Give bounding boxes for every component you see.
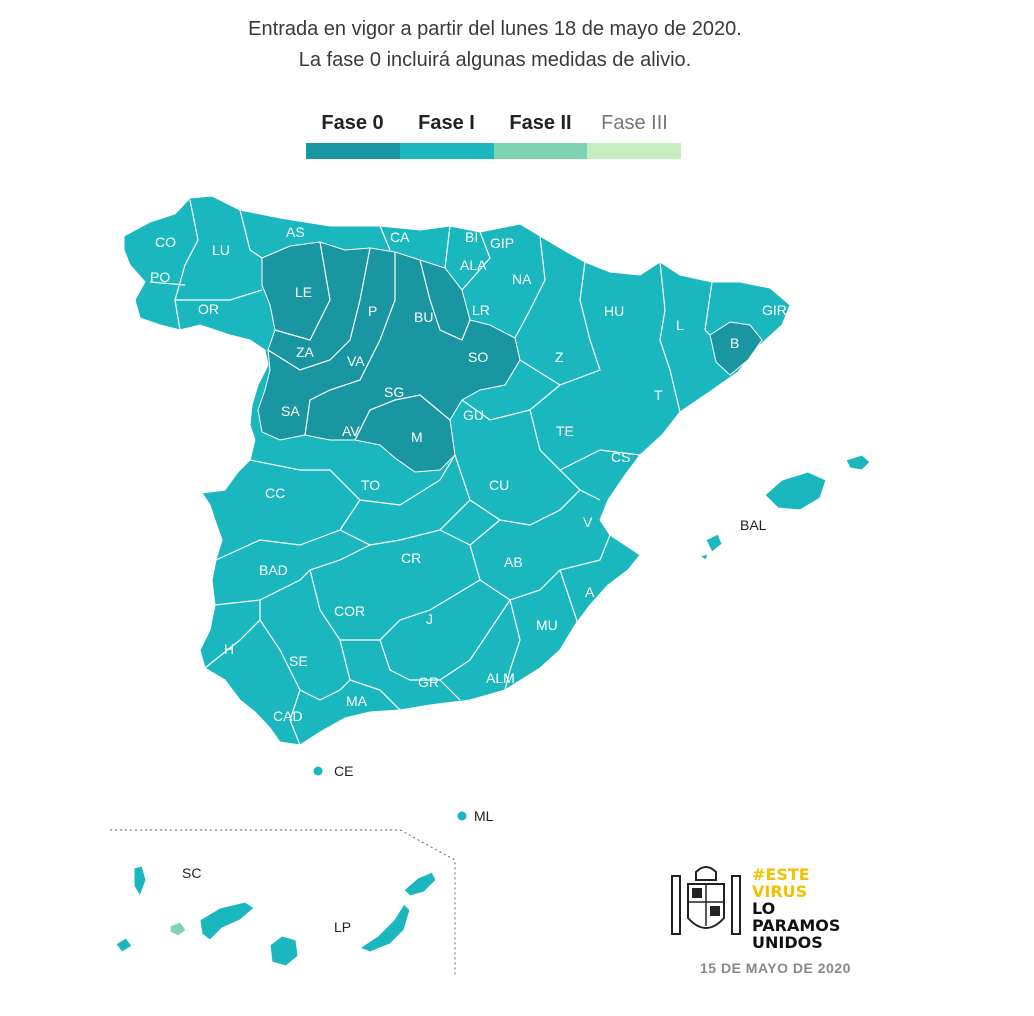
label-a: A	[585, 584, 595, 600]
label-z: Z	[555, 349, 564, 365]
phase-legend: Fase 0 Fase I Fase II Fase III	[306, 112, 681, 159]
label-hu: HU	[604, 303, 624, 319]
label-sg: SG	[384, 384, 404, 400]
legend-swatch-fase-0	[306, 143, 400, 159]
legend-label-fase-2: Fase II	[509, 112, 572, 134]
label-ce: CE	[334, 763, 353, 779]
label-so: SO	[468, 349, 488, 365]
label-bad: BAD	[259, 562, 288, 578]
island-gran-canaria	[269, 935, 299, 967]
slogan-line-3: LO	[752, 899, 776, 918]
label-ab: AB	[504, 554, 523, 570]
label-or: OR	[198, 301, 219, 317]
label-gip: GIP	[490, 235, 514, 251]
label-bal: BAL	[740, 517, 767, 533]
label-l: L	[676, 317, 684, 333]
legend-label-fase-1: Fase I	[418, 112, 475, 134]
label-b: B	[730, 335, 739, 351]
label-cs: CS	[611, 449, 630, 465]
province-labels: CO LU AS CA BI GIP PO ALA NA LE OR P BU …	[150, 224, 787, 935]
island-mallorca	[764, 471, 827, 511]
label-va: VA	[347, 353, 365, 369]
label-ma: MA	[346, 693, 368, 709]
label-te: TE	[556, 423, 574, 439]
slogan-line-4: PARAMOS	[752, 916, 841, 935]
label-ala: ALA	[460, 257, 487, 273]
slogan-line-5: UNIDOS	[752, 933, 823, 952]
legend-swatch-fase-3	[587, 143, 681, 159]
label-cor: COR	[334, 603, 365, 619]
label-v: V	[583, 514, 593, 530]
label-p: P	[368, 303, 377, 319]
island-ibiza	[705, 533, 723, 553]
label-bu: BU	[414, 309, 433, 325]
peninsula-shape	[123, 195, 791, 746]
fase-0-barcelona	[709, 321, 763, 376]
label-av: AV	[342, 423, 360, 439]
campaign-slogan: #ESTE VIRUS LO PARAMOS UNIDOS	[752, 866, 840, 951]
island-la-gomera	[169, 921, 187, 937]
label-h: H	[224, 641, 234, 657]
island-lanzarote	[403, 871, 437, 897]
label-bi: BI	[465, 229, 478, 245]
label-sa: SA	[281, 403, 300, 419]
publication-date: 15 DE MAYO DE 2020	[700, 960, 851, 976]
melilla-dot	[456, 810, 468, 822]
label-gr: GR	[418, 674, 439, 690]
campaign-logo	[668, 862, 878, 952]
island-la-palma	[133, 865, 147, 898]
label-po: PO	[150, 269, 170, 285]
label-gir: GIR	[762, 302, 787, 318]
legend-label-fase-3: Fase III	[601, 112, 668, 134]
label-cc: CC	[265, 485, 285, 501]
label-alm: ALM	[486, 670, 515, 686]
province-borders	[149, 199, 713, 746]
island-tenerife	[199, 901, 255, 941]
ceuta-dot	[312, 765, 324, 777]
label-j: J	[426, 611, 433, 627]
label-se: SE	[289, 653, 308, 669]
label-to: TO	[361, 477, 380, 493]
label-cad: CAD	[273, 708, 303, 724]
label-sc: SC	[182, 865, 201, 881]
legend-label-fase-0: Fase 0	[321, 112, 384, 134]
label-mu: MU	[536, 617, 558, 633]
island-fuerteventura	[358, 903, 411, 953]
slogan-line-2: VIRUS	[752, 882, 808, 901]
label-lu: LU	[212, 242, 230, 258]
legend-swatch-fase-2	[493, 143, 588, 159]
label-lp: LP	[334, 919, 351, 935]
island-formentera	[698, 553, 709, 561]
legend-swatch-fase-1	[399, 143, 494, 159]
canary-frame	[110, 829, 456, 975]
label-t: T	[654, 387, 663, 403]
label-gu: GU	[463, 407, 484, 423]
label-m: M	[411, 429, 423, 445]
header-text: Entrada en vigor a partir del lunes 18 d…	[0, 14, 990, 76]
label-co: CO	[155, 234, 176, 250]
label-cu: CU	[489, 477, 509, 493]
label-za: ZA	[296, 344, 315, 360]
slogan-line-1: #ESTE	[752, 865, 810, 884]
label-ml: ML	[474, 808, 494, 824]
header-line-2: La fase 0 incluirá algunas medidas de al…	[298, 49, 692, 71]
spain-coat-of-arms-icon	[671, 866, 741, 935]
label-ca: CA	[390, 229, 410, 245]
island-el-hierro	[115, 937, 133, 953]
header-line-1: Entrada en vigor a partir del lunes 18 d…	[248, 18, 742, 40]
label-le: LE	[295, 284, 312, 300]
label-na: NA	[512, 271, 532, 287]
island-menorca	[845, 454, 871, 471]
label-lr: LR	[472, 302, 490, 318]
label-cr: CR	[401, 550, 421, 566]
label-as: AS	[286, 224, 305, 240]
